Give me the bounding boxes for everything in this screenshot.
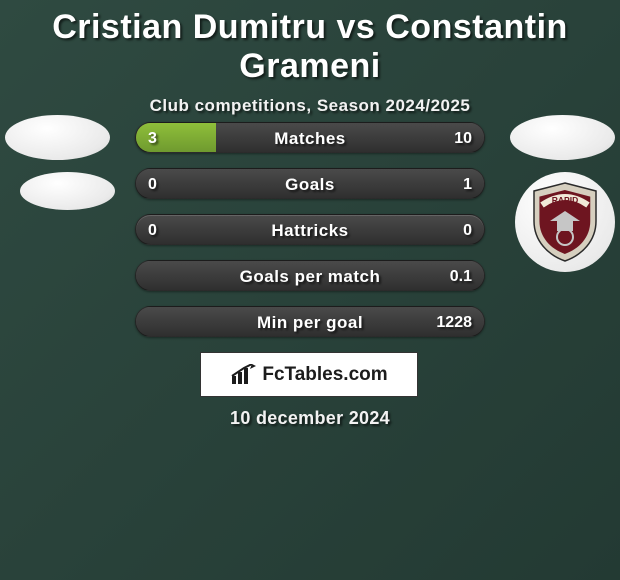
site-attribution: FcTables.com (200, 352, 418, 397)
club-right-badge: RAPID (515, 172, 615, 272)
barchart-icon (230, 364, 256, 386)
shield-icon: RAPID (530, 181, 600, 263)
page-title: Cristian Dumitru vs Constantin Grameni (0, 0, 620, 86)
stat-row: 1228Min per goal (135, 306, 485, 337)
stat-row: 01Goals (135, 168, 485, 199)
stats-bars: 310Matches 01Goals 00Hattricks 0.1Goals per… (135, 122, 485, 352)
player-right-avatar (510, 115, 615, 160)
svg-text:RAPID: RAPID (552, 195, 578, 205)
stat-label: Goals (136, 169, 484, 198)
stat-row: 00Hattricks (135, 214, 485, 245)
club-left-badge (20, 172, 115, 210)
stat-label: Goals per match (136, 261, 484, 290)
stat-label: Hattricks (136, 215, 484, 244)
player-left-avatar (5, 115, 110, 160)
page-subtitle: Club competitions, Season 2024/2025 (0, 96, 620, 116)
stat-label: Min per goal (136, 307, 484, 336)
stat-label: Matches (136, 123, 484, 152)
site-name: FcTables.com (262, 364, 387, 386)
stat-row: 0.1Goals per match (135, 260, 485, 291)
stat-row: 310Matches (135, 122, 485, 153)
snapshot-date: 10 december 2024 (0, 408, 620, 429)
